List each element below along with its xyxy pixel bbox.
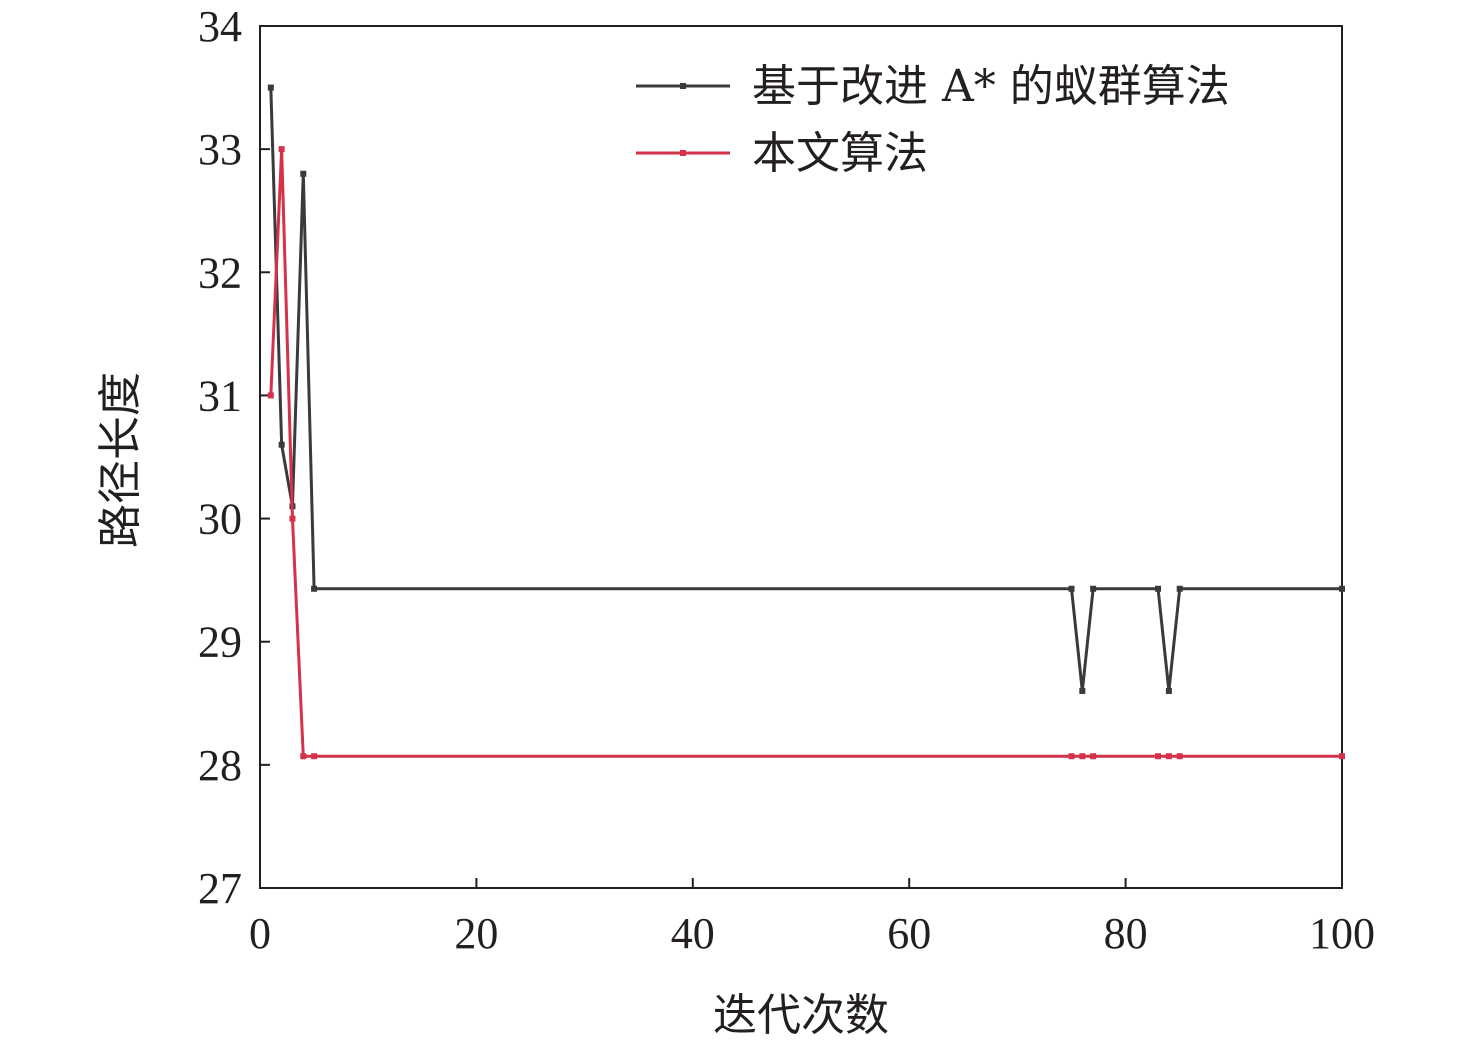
series-layer [267, 84, 1345, 760]
y-axis-title: 路径长度 [95, 372, 146, 548]
y-tick-label: 27 [198, 864, 242, 913]
data-point [300, 170, 307, 177]
x-axis: 0 20 40 60 80 100 [249, 878, 1375, 958]
data-point [1339, 585, 1345, 592]
x-tick-label: 20 [454, 909, 498, 958]
y-tick-label: 34 [198, 2, 242, 51]
y-tick-label: 30 [198, 495, 242, 544]
data-point [1155, 585, 1162, 592]
x-tick-label: 100 [1309, 909, 1375, 958]
data-point [300, 753, 307, 760]
data-point [311, 753, 318, 760]
y-tick-label: 28 [198, 741, 242, 790]
x-tick-label: 80 [1104, 909, 1148, 958]
x-tick-label: 60 [887, 909, 931, 958]
legend-label: 本文算法 [752, 128, 928, 179]
series-line-2 [269, 147, 1342, 758]
data-point [1079, 753, 1086, 760]
data-point [267, 392, 274, 399]
y-tick-label: 29 [198, 618, 242, 667]
data-point [278, 146, 285, 153]
x-tick-label: 0 [249, 909, 271, 958]
data-point [1068, 585, 1075, 592]
data-point [267, 84, 274, 91]
x-axis-title: 迭代次数 [713, 990, 889, 1041]
legend-marker [680, 83, 686, 89]
y-tick-label: 32 [198, 248, 242, 297]
y-axis: 27 28 29 30 31 32 33 34 [198, 2, 270, 913]
data-point [311, 585, 318, 592]
y-tick-label: 31 [198, 371, 242, 420]
data-point [1068, 753, 1075, 760]
data-point [1155, 753, 1162, 760]
plot-frame [259, 25, 1343, 889]
legend-label: 基于改进 A* 的蚁群算法 [752, 61, 1230, 112]
data-point [1176, 753, 1183, 760]
data-point [1079, 687, 1086, 694]
x-tick-label: 40 [671, 909, 715, 958]
data-point [1339, 753, 1345, 760]
data-point [1176, 585, 1183, 592]
legend-marker [680, 150, 686, 156]
data-point [1090, 585, 1097, 592]
data-point [1090, 753, 1097, 760]
data-point [278, 441, 285, 448]
data-point [289, 515, 296, 522]
data-point [1165, 753, 1172, 760]
data-point [1165, 687, 1172, 694]
y-tick-label: 33 [198, 125, 242, 174]
